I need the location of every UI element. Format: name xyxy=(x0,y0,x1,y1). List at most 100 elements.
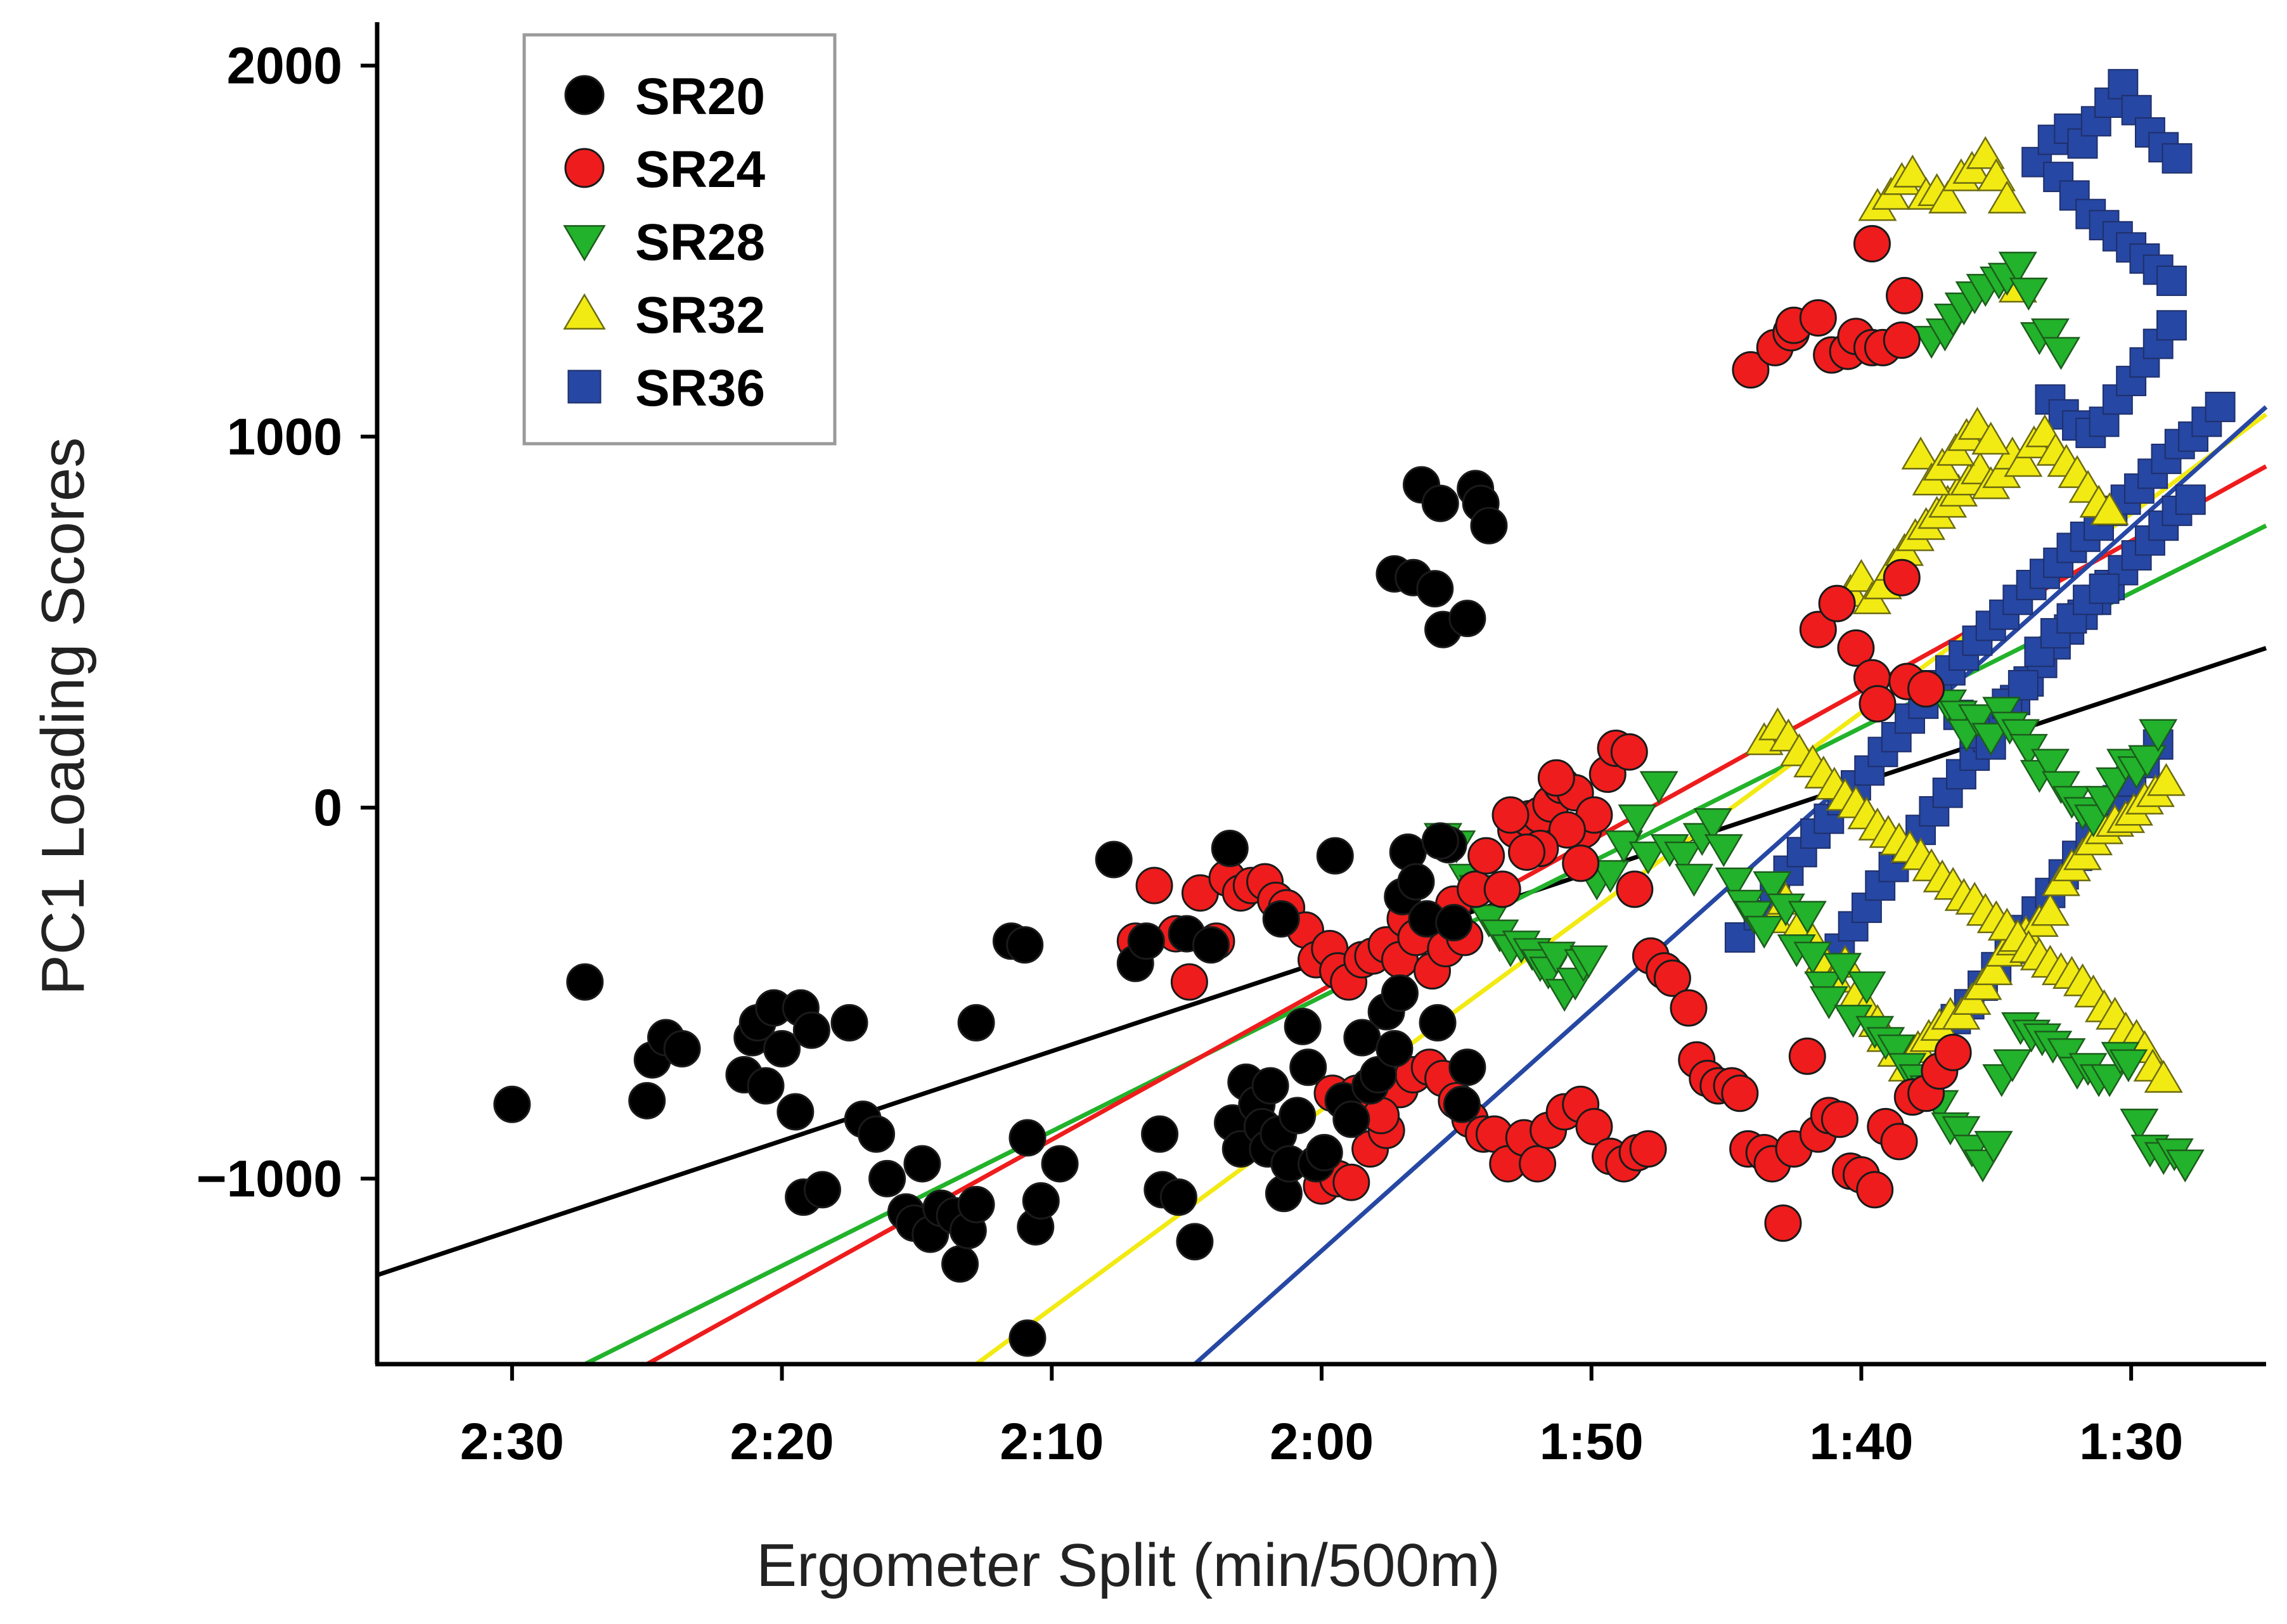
data-point-sr36 xyxy=(2156,266,2187,296)
data-point-sr24 xyxy=(1859,685,1897,723)
data-point-sr20 xyxy=(1127,922,1165,960)
data-point-sr28 xyxy=(1618,804,1657,838)
data-point-sr20 xyxy=(663,1030,701,1068)
data-point-sr24 xyxy=(1332,1163,1370,1201)
data-point-sr24 xyxy=(1491,796,1530,834)
data-point-sr32 xyxy=(1928,180,1968,214)
data-point-sr36 xyxy=(2007,669,2039,700)
data-point-sr20 xyxy=(1381,974,1419,1012)
data-point-sr28 xyxy=(1809,986,1848,1019)
data-point-sr28 xyxy=(2090,1064,2129,1097)
data-point-sr36 xyxy=(2089,573,2120,604)
legend-marker-sr24 xyxy=(564,148,605,188)
legend-entry-sr32: SR32 xyxy=(563,287,765,344)
series-sr28 xyxy=(1424,252,2205,1183)
data-point-sr24 xyxy=(1837,629,1875,667)
data-point-sr20 xyxy=(941,1245,979,1283)
data-point-sr20 xyxy=(1448,1048,1486,1086)
data-point-sr24 xyxy=(1170,963,1208,1001)
data-point-sr20 xyxy=(792,1011,830,1049)
data-point-sr24 xyxy=(1788,1037,1826,1075)
data-point-sr20 xyxy=(1316,837,1354,875)
data-point-sr20 xyxy=(1095,841,1133,879)
data-point-sr32 xyxy=(2144,1059,2183,1093)
data-point-sr28 xyxy=(1715,867,1754,901)
data-point-sr20 xyxy=(1375,1030,1414,1068)
legend-label-sr20: SR20 xyxy=(635,68,765,126)
data-point-sr24 xyxy=(1880,1123,1918,1161)
data-point-sr32 xyxy=(2004,444,2043,477)
data-point-sr28 xyxy=(1639,771,1678,804)
series-sr20 xyxy=(493,466,1508,1357)
data-point-sr20 xyxy=(1435,904,1473,942)
data-point-sr20 xyxy=(566,963,604,1001)
data-point-sr32 xyxy=(2090,492,2129,525)
data-point-sr24 xyxy=(1732,351,1770,389)
data-point-sr28 xyxy=(2120,1109,2159,1142)
data-point-sr32 xyxy=(2030,893,2070,926)
y-tick-label: 0 xyxy=(313,779,342,837)
x-tick-label: 2:20 xyxy=(730,1413,834,1471)
x-tick-label: 1:50 xyxy=(1540,1413,1644,1471)
data-point-sr20 xyxy=(776,1093,815,1131)
legend: SR20 SR24 SR28 SR32 SR36 xyxy=(522,33,837,446)
data-point-sr28 xyxy=(1693,808,1732,841)
data-point-sr24 xyxy=(1853,224,1891,262)
data-point-sr28 xyxy=(1971,723,2011,756)
data-point-sr28 xyxy=(1993,1049,2032,1083)
data-point-sr28 xyxy=(1942,1116,1981,1149)
axes: 2000 1000 0 −1000 2:30 2:20 2:10 2:00 1:50 1:40 1:… xyxy=(196,22,2266,1471)
data-point-sr20 xyxy=(1284,1007,1322,1045)
data-point-sr32 xyxy=(1971,422,2011,455)
data-point-sr28 xyxy=(1788,901,1827,934)
data-point-sr32 xyxy=(1901,436,1940,470)
data-point-sr24 xyxy=(1799,299,1837,337)
x-tick-label: 2:10 xyxy=(1000,1413,1104,1471)
data-point-sr20 xyxy=(493,1085,531,1123)
data-point-sr20 xyxy=(1211,829,1249,867)
legend-label-sr36: SR36 xyxy=(635,359,765,417)
data-point-sr28 xyxy=(1704,834,1743,867)
data-point-sr36 xyxy=(2205,392,2236,422)
data-point-sr20 xyxy=(957,1004,995,1042)
data-point-sr24 xyxy=(1467,837,1505,875)
data-point-sr28 xyxy=(1753,871,1792,905)
x-tick-label: 2:30 xyxy=(460,1413,564,1471)
data-point-sr20 xyxy=(1262,900,1300,938)
data-point-sr28 xyxy=(1957,704,1997,738)
series-sr32 xyxy=(1744,136,2186,1093)
data-point-sr32 xyxy=(1976,158,2016,191)
data-point-sr32 xyxy=(1893,154,1932,188)
data-point-sr24 xyxy=(1820,1100,1859,1138)
data-point-sr36 xyxy=(2161,143,2193,174)
y-axis-title: PC1 Loading Scores xyxy=(29,437,97,996)
data-point-sr24 xyxy=(1135,867,1173,905)
legend-entry-sr24: SR24 xyxy=(564,141,766,198)
data-point-sr24 xyxy=(1562,844,1600,882)
x-tick-label: 1:30 xyxy=(2079,1413,2183,1471)
data-point-sr20 xyxy=(957,1185,995,1223)
x-axis-title: Ergometer Split (min/500m) xyxy=(756,1531,1500,1599)
data-point-sr32 xyxy=(1966,136,2005,169)
legend-entry-sr28: SR28 xyxy=(563,214,765,271)
data-point-sr28 xyxy=(1744,915,1784,949)
data-point-sr24 xyxy=(1616,870,1654,908)
data-point-sr20 xyxy=(1421,822,1459,860)
data-point-sr24 xyxy=(1483,870,1521,908)
data-point-sr28 xyxy=(1998,252,2037,285)
data-point-sr28 xyxy=(1793,941,1833,975)
data-point-sr28 xyxy=(2030,749,2070,782)
legend-entry-sr20: SR20 xyxy=(564,68,765,126)
data-points xyxy=(493,68,2236,1357)
legend-entry-sr36: SR36 xyxy=(567,359,765,417)
data-point-sr28 xyxy=(2030,318,2070,352)
data-point-sr20 xyxy=(1006,926,1044,964)
legend-marker-sr36 xyxy=(567,370,602,404)
data-point-sr28 xyxy=(1569,945,1608,979)
data-point-sr20 xyxy=(1176,1223,1214,1261)
data-point-sr24 xyxy=(1799,610,1837,648)
data-point-sr28 xyxy=(2139,719,2178,752)
data-point-sr24 xyxy=(1818,584,1856,622)
